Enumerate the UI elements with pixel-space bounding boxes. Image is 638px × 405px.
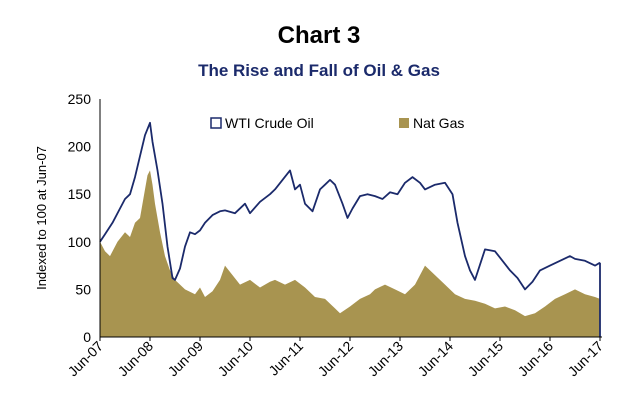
y-tick-label: 100	[68, 234, 92, 250]
legend-label-wti: WTI Crude Oil	[225, 115, 314, 131]
y-axis-ticks: 0 50 100 150 200 250	[68, 91, 92, 345]
x-tick-label: Jun-13	[365, 338, 407, 380]
legend-swatch-wti	[210, 117, 222, 129]
wti-line	[99, 121, 601, 291]
legend-label-natgas: Nat Gas	[413, 115, 464, 131]
x-tick-label: Jun-12	[315, 338, 357, 380]
y-tick-label: 0	[83, 329, 91, 345]
x-tick-label: Jun-17	[565, 338, 607, 380]
x-tick-label: Jun-08	[115, 338, 157, 380]
natgas-area	[100, 170, 600, 337]
y-tick-label: 150	[68, 186, 92, 202]
x-tick-label: Jun-09	[165, 338, 207, 380]
x-tick-label: Jun-15	[465, 338, 507, 380]
x-axis-ticks: Jun-07 Jun-08 Jun-09 Jun-10 Jun-11 Jun-12 Jun-…	[65, 337, 607, 380]
legend-swatch-natgas	[399, 118, 409, 128]
chart-title: Chart 3	[277, 22, 361, 49]
y-axis-label: Indexed to 100 at Jun-07	[34, 146, 49, 290]
chart-subtitle: The Rise and Fall of Oil & Gas	[198, 61, 440, 80]
legend: WTI Crude Oil Nat Gas	[210, 115, 464, 131]
x-tick-label: Jun-11	[265, 338, 306, 379]
y-tick-label: 50	[75, 281, 91, 297]
x-tick-label: Jun-10	[215, 338, 257, 380]
plot-area	[99, 121, 601, 337]
x-tick-label: Jun-14	[415, 338, 457, 380]
y-tick-label: 200	[68, 139, 92, 155]
y-tick-label: 250	[68, 91, 92, 107]
x-tick-label: Jun-16	[515, 338, 557, 380]
